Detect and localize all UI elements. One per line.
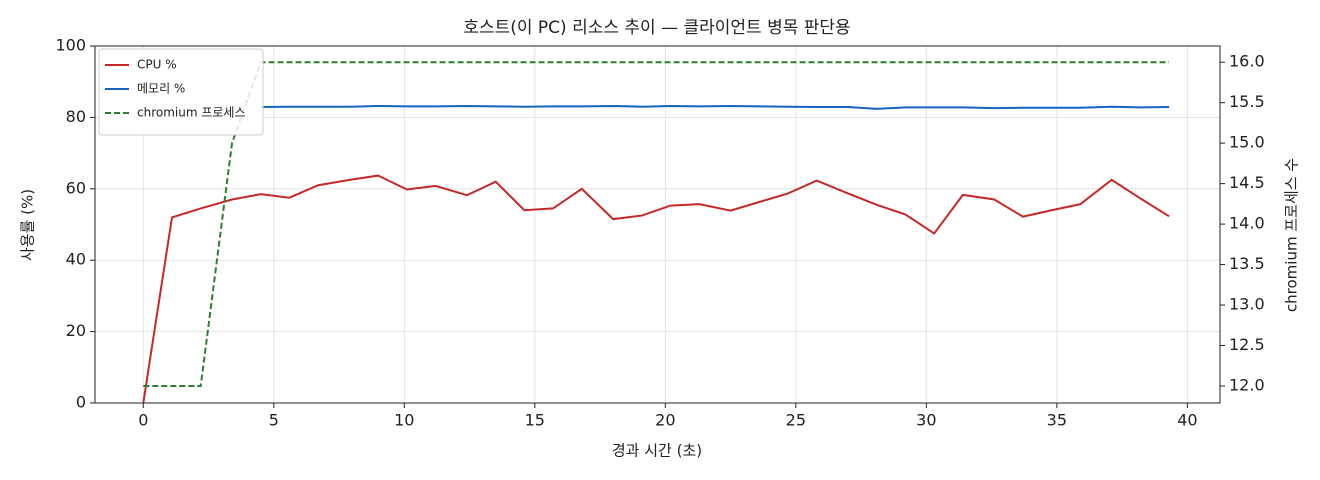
y2-axis-label: chromium 프로세스 수 <box>1283 158 1301 312</box>
y2-tick-label: 14.0 <box>1229 214 1265 233</box>
legend-label: CPU % <box>137 58 177 72</box>
x-tick-label: 25 <box>786 411 806 430</box>
series-line <box>260 104 1170 110</box>
x-tick-label: 0 <box>138 411 148 430</box>
series-line <box>142 174 1170 404</box>
y2-tick-label: 12.5 <box>1229 335 1265 354</box>
plot-frame <box>94 45 1221 404</box>
y2-tick-label: 16.0 <box>1229 52 1265 71</box>
x-tick-label: 40 <box>1177 411 1197 430</box>
y2-tick-label: 13.0 <box>1229 295 1265 314</box>
y2-tick-label: 12.0 <box>1229 376 1265 395</box>
chart-title: 호스트(이 PC) 리소스 추이 — 클라이언트 병목 판단용 <box>463 18 850 38</box>
legend-box <box>98 48 264 136</box>
x-axis-label: 경과 시간 (초) <box>612 442 702 460</box>
y2-tick-label: 14.5 <box>1229 173 1265 192</box>
y-axis-label: 사용률 (%) <box>19 189 37 261</box>
y2-tick-label: 15.5 <box>1229 92 1265 111</box>
y-tick-label: 20 <box>66 321 86 340</box>
y-tick-label: 60 <box>66 178 86 197</box>
x-tick-label: 30 <box>916 411 936 430</box>
x-tick-label: 15 <box>525 411 545 430</box>
y-tick-label: 0 <box>76 393 86 412</box>
y2-tick-label: 15.0 <box>1229 133 1265 152</box>
x-tick-label: 10 <box>394 411 414 430</box>
y-tick-label: 80 <box>66 107 86 126</box>
legend-label: chromium 프로세스 <box>137 106 246 120</box>
x-tick-label: 20 <box>655 411 675 430</box>
y2-tick-label: 13.5 <box>1229 254 1265 273</box>
y-tick-label: 100 <box>55 36 86 55</box>
y-tick-label: 40 <box>66 250 86 269</box>
x-tick-label: 5 <box>269 411 279 430</box>
legend-label: 메모리 % <box>137 82 185 96</box>
series-line <box>143 61 1170 387</box>
x-tick-label: 35 <box>1047 411 1067 430</box>
